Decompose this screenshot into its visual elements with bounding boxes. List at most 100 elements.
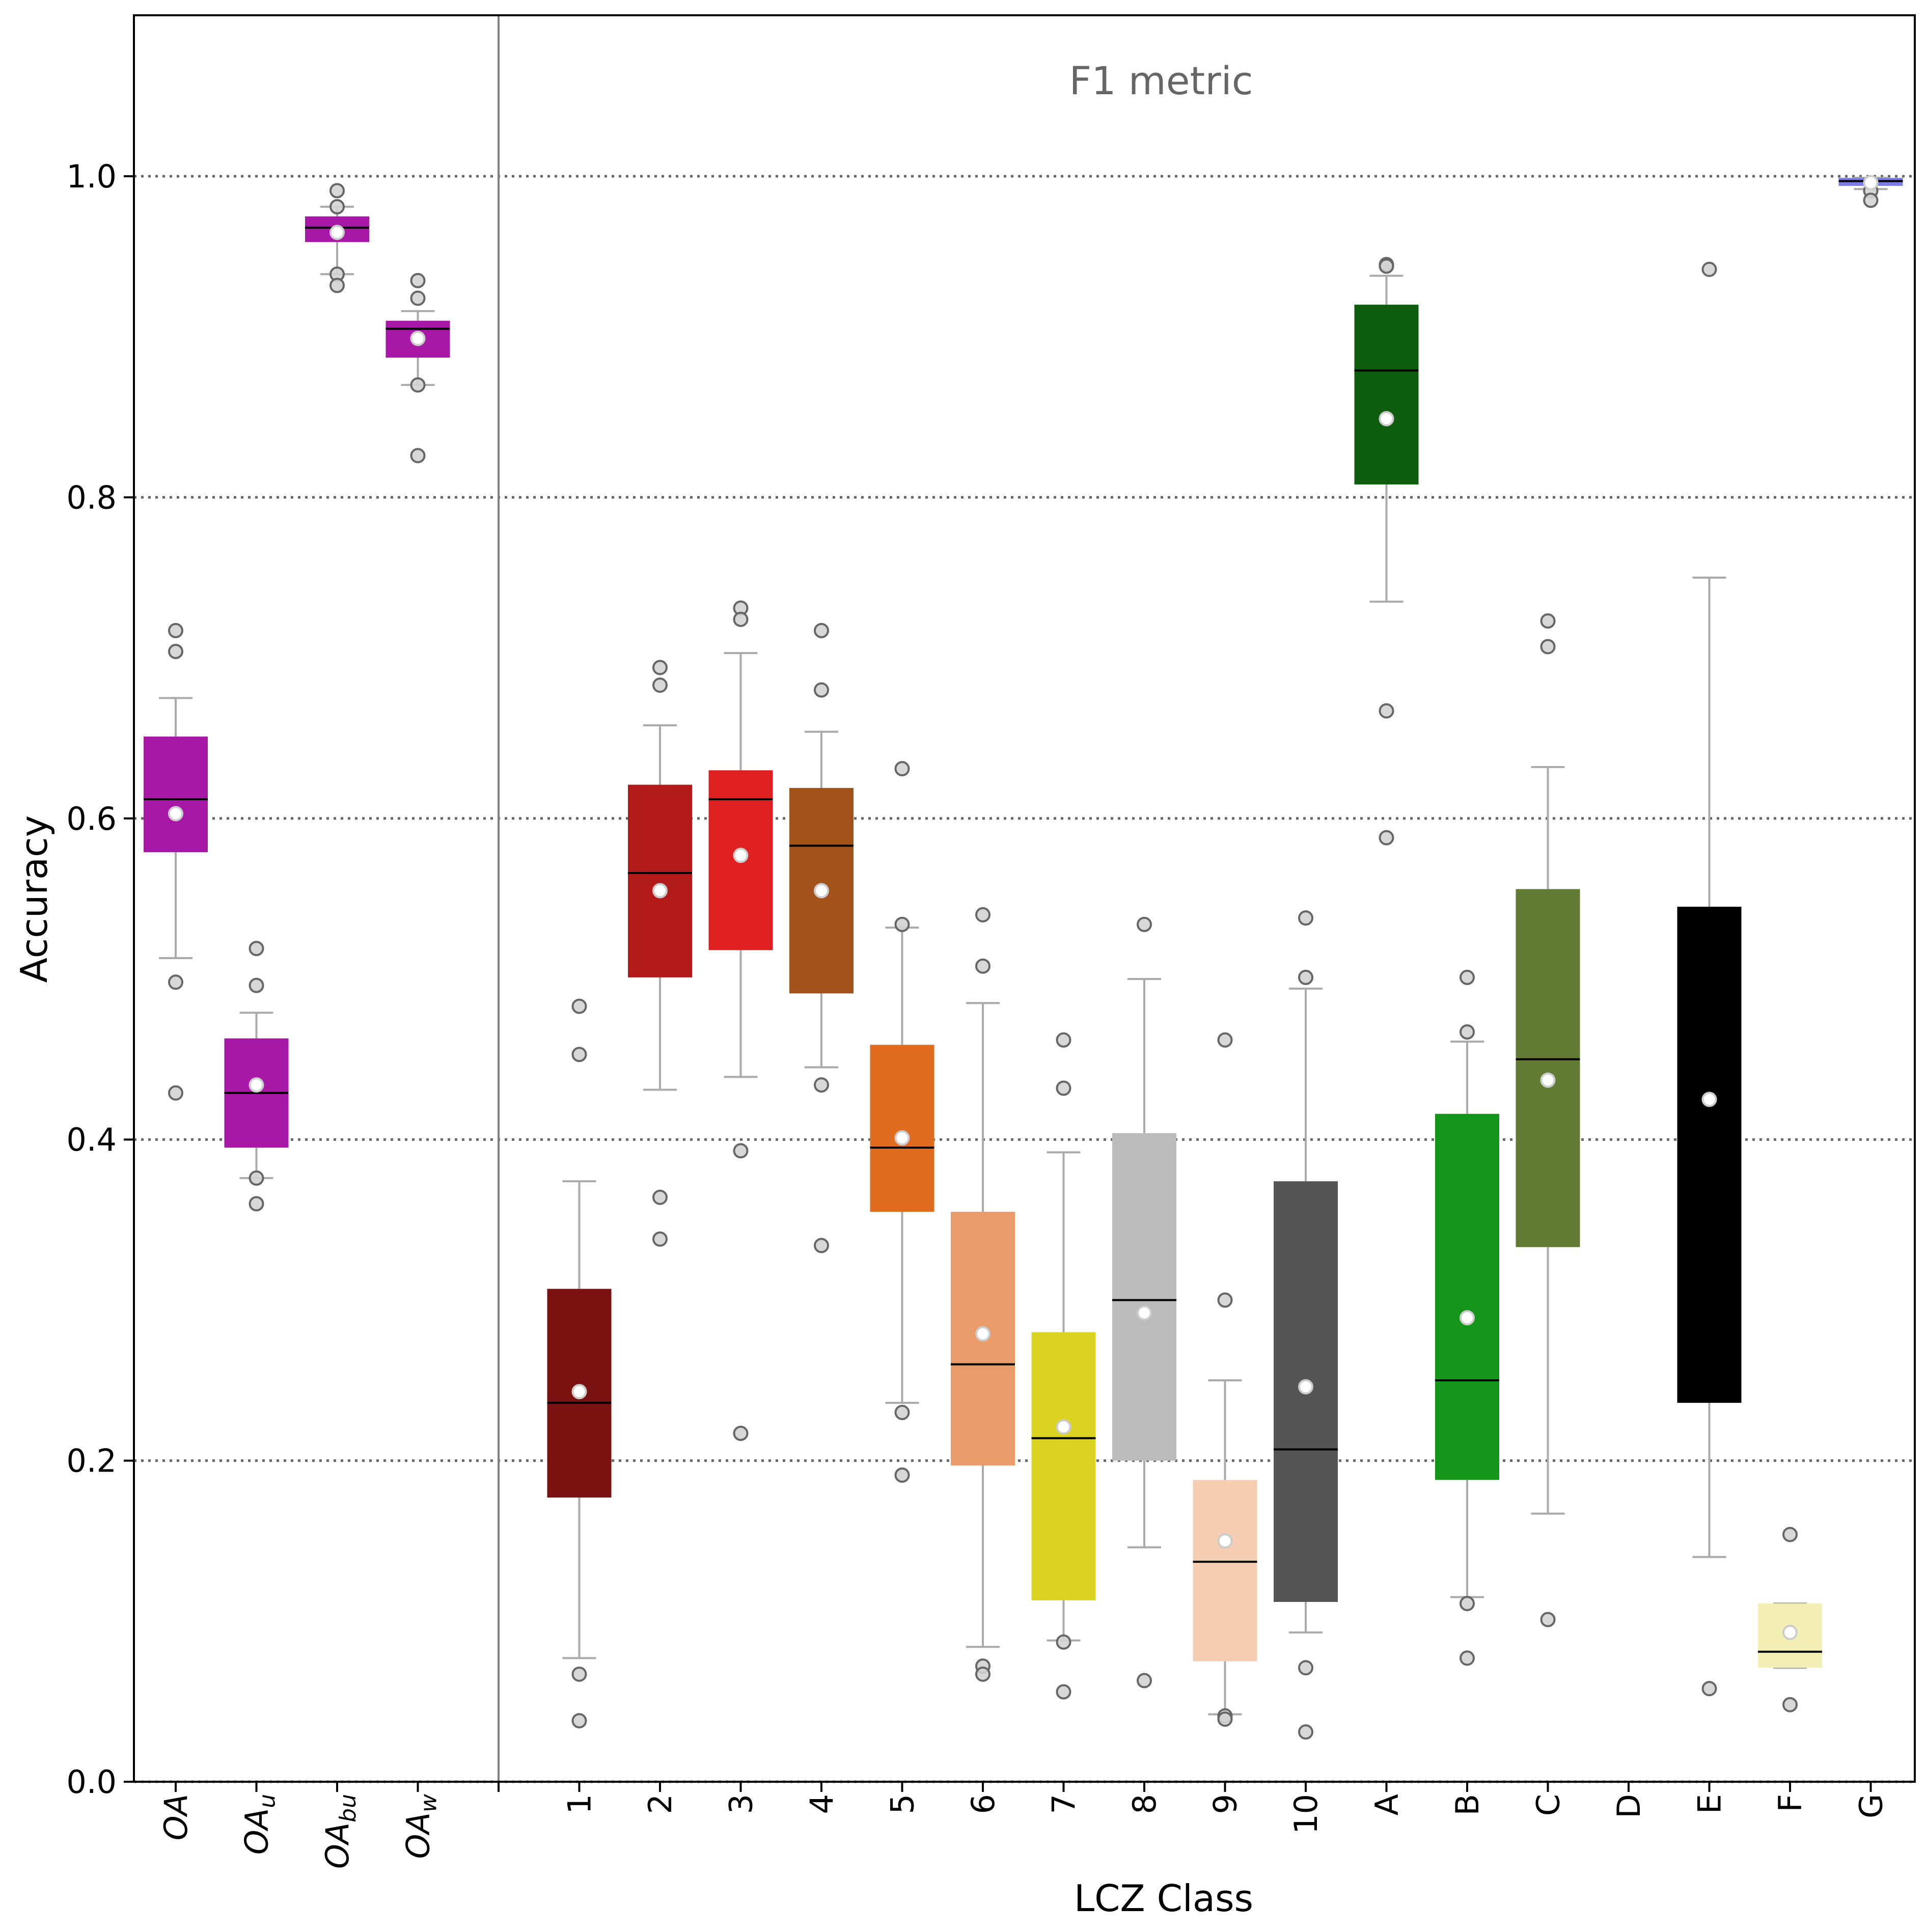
outlier-point [1379, 830, 1394, 846]
x-axis-title: LCZ Class [1074, 1877, 1253, 1920]
mean-marker [1137, 1305, 1152, 1321]
mean-marker [1460, 1310, 1475, 1326]
outlier-point [814, 682, 829, 698]
x-tick-label: C [1530, 1794, 1567, 1816]
outlier-point [814, 623, 829, 639]
outlier-point [410, 273, 426, 288]
plot-frame [133, 14, 1916, 1783]
outlier-point [571, 1666, 587, 1682]
y-tick-label: 0.8 [66, 479, 117, 516]
outlier-point [571, 1713, 587, 1729]
mean-marker [249, 1077, 264, 1093]
x-tick-label: OAu [238, 1794, 281, 1855]
mean-marker [814, 883, 829, 899]
mean-marker [894, 1130, 910, 1146]
outlier-point [1540, 639, 1556, 655]
outlier-point [894, 1405, 910, 1421]
mean-marker [975, 1326, 990, 1342]
y-tick-label: 0.4 [66, 1121, 117, 1158]
outlier-point [168, 974, 183, 990]
outlier-point [571, 1047, 587, 1063]
x-tick-label: 8 [1126, 1794, 1163, 1814]
outlier-point [1540, 1612, 1556, 1627]
outlier-point [1298, 910, 1313, 926]
box-plots [144, 175, 1903, 1740]
x-tick-label: D [1610, 1794, 1647, 1818]
mean-marker [733, 848, 749, 863]
outlier-point [168, 643, 183, 659]
box-body [144, 737, 208, 852]
outlier-point [571, 998, 587, 1014]
box-body [1031, 1332, 1096, 1600]
box-body [1193, 1480, 1257, 1662]
box-2 [628, 660, 692, 1247]
outlier-point [410, 448, 426, 464]
outlier-point [814, 1238, 829, 1254]
outlier-point [1460, 1024, 1475, 1040]
outlier-point [249, 1170, 264, 1186]
x-tick-label: 1 [561, 1794, 598, 1814]
box-body [1112, 1133, 1176, 1461]
x-tick-label: OAbu [319, 1794, 361, 1869]
mean-marker [1701, 1092, 1717, 1107]
box-4 [789, 623, 854, 1254]
x-tick-label: 10 [1287, 1794, 1325, 1834]
box-b [1435, 969, 1499, 1666]
x-tick-label: E [1691, 1794, 1728, 1814]
box-oa_u [224, 941, 289, 1212]
box-body [1435, 1113, 1499, 1480]
x-tick-label: 3 [723, 1794, 760, 1814]
outlier-point [249, 1196, 264, 1212]
outlier-point [1137, 1673, 1152, 1689]
box-1 [547, 998, 612, 1729]
x-tick-label: OA [157, 1794, 195, 1840]
x-tick-label: G [1853, 1794, 1890, 1818]
mean-marker [168, 806, 183, 822]
mean-marker [1217, 1533, 1233, 1549]
outlier-point [652, 677, 668, 693]
box-g [1838, 175, 1903, 208]
outlier-point [1298, 1724, 1313, 1740]
mean-marker [1298, 1379, 1313, 1395]
box-oa_w [386, 273, 450, 464]
outlier-point [1782, 1697, 1798, 1712]
outlier-point [975, 958, 990, 974]
outlier-point [814, 1077, 829, 1093]
outlier-point [1056, 1080, 1071, 1096]
outlier-point [410, 377, 426, 393]
box-body [1516, 889, 1580, 1247]
box-10 [1274, 910, 1338, 1740]
x-tick-label: A [1368, 1794, 1406, 1815]
outlier-point [329, 199, 345, 214]
box-body [628, 784, 692, 977]
outlier-point [1782, 1527, 1798, 1542]
y-tick-label: 1.0 [66, 158, 117, 195]
outlier-point [894, 916, 910, 932]
outlier-point [894, 1467, 910, 1483]
box-oa [144, 623, 208, 1101]
x-tick-label: 5 [884, 1794, 921, 1814]
box-7 [1031, 1032, 1096, 1700]
outlier-point [1137, 916, 1152, 932]
y-axis-title: Accuracy [13, 815, 56, 983]
x-tick-label: 2 [642, 1794, 679, 1814]
outlier-point [1460, 1650, 1475, 1666]
outlier-point [733, 1426, 749, 1441]
outlier-point [652, 660, 668, 675]
mean-marker [1782, 1624, 1798, 1640]
outlier-point [1701, 1681, 1717, 1697]
outlier-point [1460, 969, 1475, 985]
box-body [1677, 907, 1742, 1403]
outlier-point [1056, 1684, 1071, 1700]
outlier-point [1460, 1596, 1475, 1612]
outlier-point [1863, 193, 1879, 208]
outlier-point [1217, 1711, 1233, 1727]
x-axis-ticks: OA OAu OAbu OAw 1 2 3 4 5 6 7 8 9 10 A B C D E F G [157, 1782, 1890, 1869]
box-a [1354, 257, 1419, 846]
x-tick-label: F [1772, 1794, 1809, 1812]
outlier-point [249, 977, 264, 993]
outlier-point [733, 1143, 749, 1159]
outlier-point [1298, 1660, 1313, 1676]
y-tick-label: 0.0 [66, 1763, 117, 1801]
outlier-point [249, 941, 264, 957]
